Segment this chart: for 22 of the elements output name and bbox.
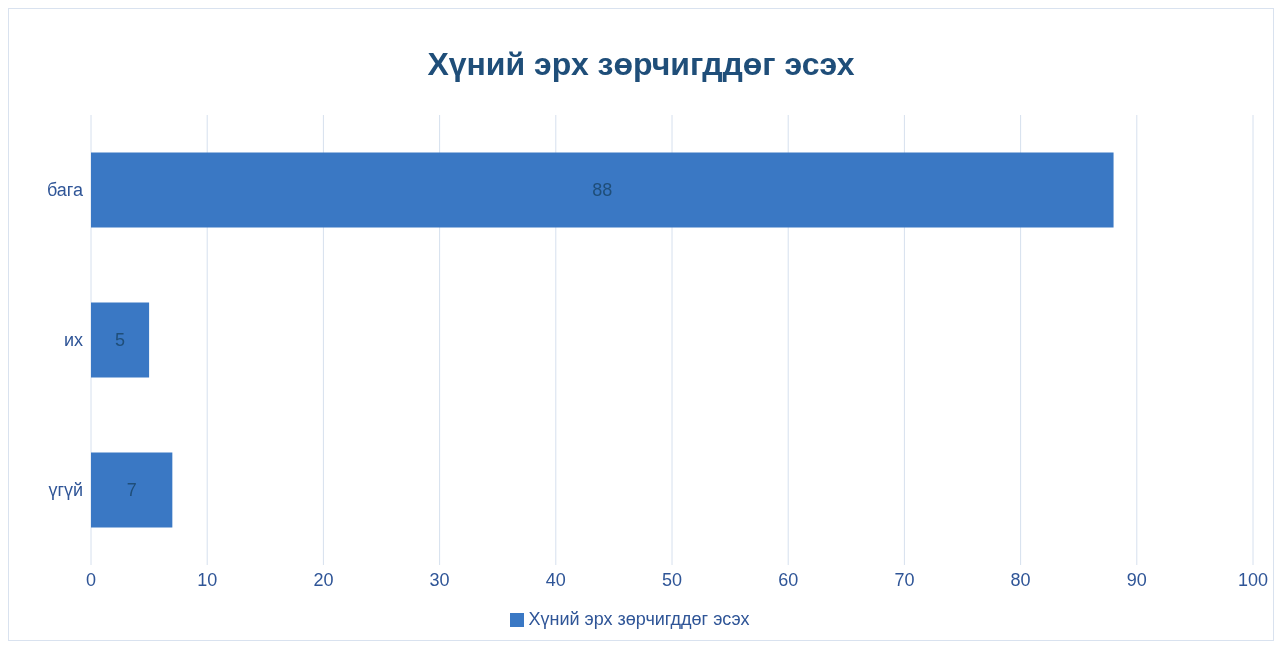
- bar: [91, 302, 150, 378]
- data-label: 88: [592, 180, 613, 201]
- y-tick-label: их: [63, 330, 83, 351]
- x-tick-label: 90: [1126, 569, 1147, 590]
- y-tick-label: үгүй: [48, 480, 83, 501]
- x-tick-label: 10: [197, 569, 218, 590]
- x-tick-label: 0: [85, 569, 97, 590]
- x-tick-label: 30: [429, 569, 450, 590]
- x-tick-label: 20: [313, 569, 334, 590]
- x-tick-label: 60: [778, 569, 799, 590]
- bar: [91, 452, 173, 528]
- bar: [91, 152, 1114, 228]
- data-label: 7: [126, 480, 137, 501]
- x-tick-label: 50: [661, 569, 683, 590]
- chart-title: Хүний эрх зөрчигддөг эсэх: [426, 45, 856, 84]
- data-label: 5: [115, 330, 126, 351]
- x-tick-label: 70: [894, 569, 915, 590]
- x-tick-label: 100: [1237, 569, 1269, 590]
- x-tick-label: 80: [1010, 569, 1031, 590]
- legend-label: Хүний эрх зөрчигддөг эсэх: [528, 609, 750, 629]
- x-tick-label: 40: [545, 569, 566, 590]
- y-tick-label: бага: [46, 180, 84, 201]
